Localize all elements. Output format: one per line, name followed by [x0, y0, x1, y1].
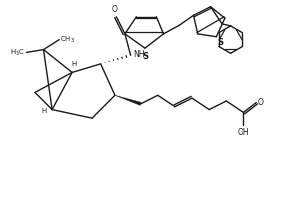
- Text: OH: OH: [238, 128, 249, 137]
- Text: S: S: [142, 52, 148, 61]
- Text: S: S: [218, 38, 224, 47]
- Text: CH$_3$: CH$_3$: [60, 34, 75, 45]
- Polygon shape: [115, 95, 141, 105]
- Text: H$_3$C: H$_3$C: [10, 47, 26, 57]
- Text: NH: NH: [133, 50, 144, 59]
- Text: H: H: [71, 61, 76, 67]
- Text: O: O: [112, 6, 118, 14]
- Text: O: O: [258, 98, 264, 107]
- Text: H: H: [42, 108, 47, 114]
